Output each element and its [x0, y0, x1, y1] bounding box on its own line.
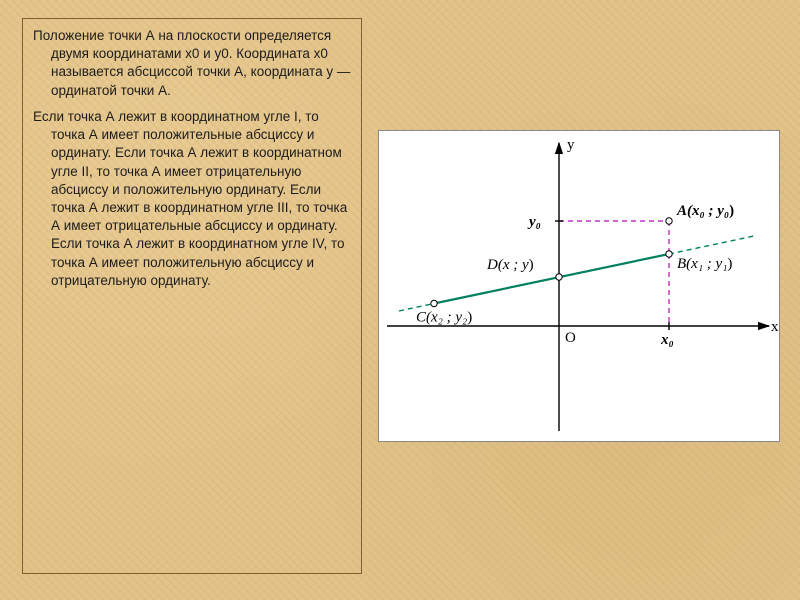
text-box: Положение точки А на плоскости определяе…	[22, 18, 362, 574]
svg-text:A(x₀ ; y₀): A(x₀ ; y₀)	[676, 203, 734, 219]
slide-background: Положение точки А на плоскости определяе…	[0, 0, 800, 600]
paragraph-1: Положение точки А на плоскости определяе…	[33, 27, 351, 100]
svg-text:O: O	[565, 330, 576, 346]
svg-text:C(x₂ ; y₂): C(x₂ ; y₂)	[416, 310, 472, 326]
coordinate-diagram: x y O A(x₀ ; y₀) B(x₁ ; y₁) D(x ; y) C(x₂ ; y₂…	[378, 130, 780, 442]
svg-text:x: x	[771, 319, 779, 335]
svg-text:y₀: y₀	[527, 214, 541, 230]
svg-text:D(x ; y): D(x ; y)	[486, 257, 534, 273]
svg-text:B(x₁ ; y₁): B(x₁ ; y₁)	[677, 256, 732, 272]
svg-text:y: y	[567, 137, 575, 153]
svg-text:x₀: x₀	[660, 332, 674, 348]
paragraph-2: Если точка А лежит в координатном угле I…	[33, 108, 351, 290]
